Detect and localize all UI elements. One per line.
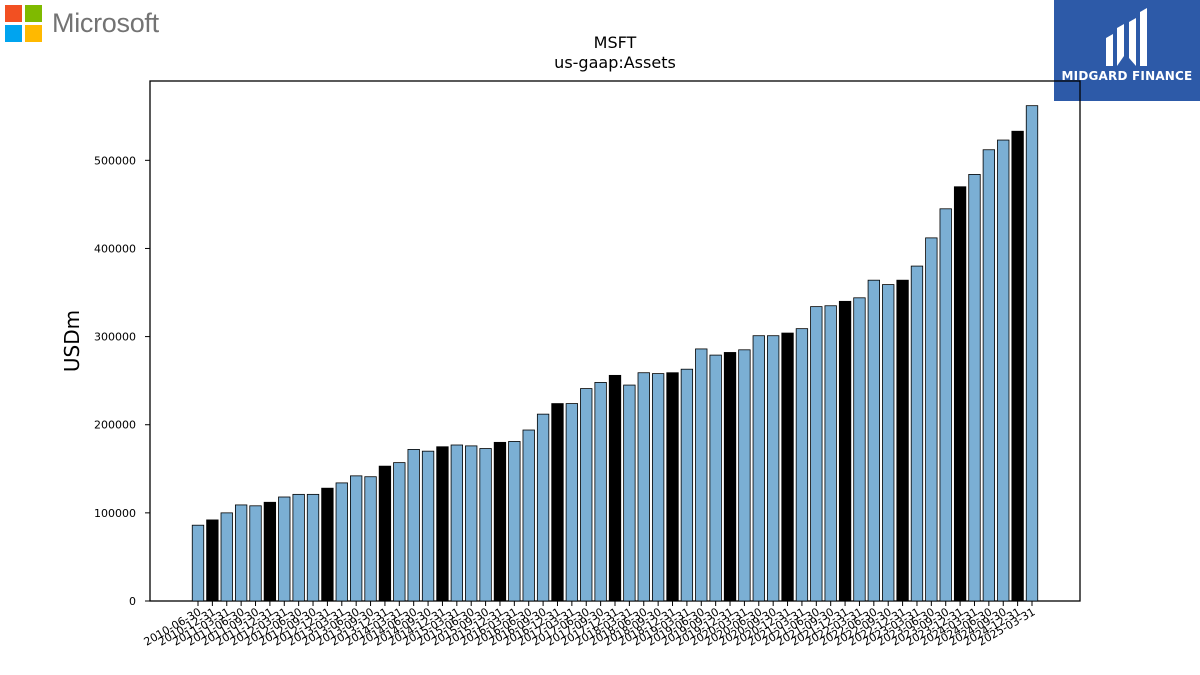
bar-2015-06-30	[465, 445, 478, 602]
microsoft-windows-icon	[5, 5, 42, 42]
y-tick-label: 100000	[94, 507, 136, 520]
bar-2024-06-30	[982, 149, 996, 602]
bar-2018-09-30	[651, 373, 665, 602]
y-tick-label: 300000	[94, 331, 136, 344]
midgard-finance-logo: MIDGARD FINANCE	[1054, 0, 1200, 101]
bar-2010-12-31	[206, 519, 219, 602]
bar-2013-03-31	[335, 482, 348, 602]
bar-2024-12-31	[1011, 130, 1024, 602]
bar-2023-09-30	[939, 208, 952, 602]
bar-2014-06-30	[407, 449, 420, 602]
bar-2011-09-30	[249, 505, 262, 602]
bar-2016-03-31	[508, 441, 521, 602]
bar-2010-06-30	[191, 524, 205, 602]
bar-2015-12-31	[493, 441, 507, 602]
y-tick-label: 0	[129, 595, 136, 608]
bar-2017-09-30	[594, 382, 607, 602]
bar-2018-06-30	[637, 372, 650, 602]
bar-2011-03-31	[220, 512, 233, 602]
bar-2016-12-31	[551, 403, 564, 602]
bar-2020-03-31	[738, 349, 751, 602]
bar-2023-12-31	[953, 186, 967, 602]
bars-layer	[191, 105, 1039, 602]
bar-2015-03-31	[450, 444, 463, 602]
bar-2012-06-30	[292, 493, 305, 602]
bar-2019-06-30	[695, 348, 708, 602]
y-axis-label: USDm	[60, 310, 84, 372]
bar-2011-06-30	[234, 504, 248, 602]
microsoft-wordmark: Microsoft	[52, 8, 159, 38]
bar-2021-06-30	[810, 306, 823, 602]
bar-2023-06-30	[925, 237, 938, 602]
bar-2015-09-30	[479, 448, 492, 602]
logo-square-green	[25, 5, 42, 22]
midgard-finance-wordmark: MIDGARD FINANCE	[1061, 69, 1193, 83]
x-axis: 2010-06-302010-12-312011-03-312011-06-30…	[142, 601, 1038, 649]
logo-square-blue	[5, 25, 22, 42]
bar-2013-12-31	[378, 465, 392, 602]
bar-2011-12-31	[263, 501, 277, 602]
bar-2022-03-31	[853, 297, 866, 602]
bar-2012-03-31	[278, 496, 291, 602]
bar-2013-09-30	[364, 476, 377, 602]
bar-2019-03-31	[680, 368, 694, 602]
bar-2012-12-31	[321, 487, 334, 602]
bar-2021-09-30	[824, 305, 837, 602]
y-axis: 0 100000 200000 300000 400000 500000	[94, 154, 150, 608]
bar-2023-03-31	[910, 265, 924, 602]
chart-title: MSFT	[594, 33, 637, 52]
bar-2017-03-31	[565, 403, 579, 602]
bar-2016-06-30	[522, 429, 535, 602]
bar-2020-12-31	[781, 332, 794, 602]
logo-square-red	[5, 5, 22, 22]
bar-2024-03-31	[968, 174, 981, 602]
bar-2021-03-31	[795, 328, 809, 602]
bar-2019-12-31	[723, 352, 737, 602]
microsoft-logo: Microsoft	[5, 5, 159, 42]
bar-2018-03-31	[623, 384, 636, 602]
bar-2022-06-30	[867, 279, 880, 602]
bar-2016-09-30	[536, 413, 550, 602]
y-tick-label: 500000	[94, 154, 136, 167]
bar-2013-06-30	[350, 475, 363, 602]
logo-square-yellow	[25, 25, 42, 42]
chart-subtitle: us-gaap:Assets	[554, 53, 676, 72]
bar-2014-12-31	[436, 446, 449, 602]
bar-2014-09-30	[421, 450, 435, 602]
bar-2019-09-30	[709, 354, 722, 602]
bar-2020-09-30	[767, 335, 780, 602]
bar-2025-03-31	[1025, 105, 1039, 602]
midgard-mark-icon	[1106, 8, 1147, 66]
y-tick-label: 200000	[94, 419, 136, 432]
bar-2018-12-31	[666, 372, 679, 602]
bar-2017-12-31	[608, 374, 622, 602]
bar-2024-09-30	[997, 139, 1010, 602]
bar-2014-03-31	[393, 462, 406, 602]
bar-2022-12-31	[896, 279, 909, 602]
bar-2021-12-31	[838, 300, 852, 602]
bar-2020-06-30	[752, 335, 765, 602]
bar-2012-09-30	[306, 493, 320, 602]
bar-2017-06-30	[580, 388, 593, 602]
bar-2022-09-30	[882, 284, 895, 602]
y-tick-label: 400000	[94, 242, 136, 255]
